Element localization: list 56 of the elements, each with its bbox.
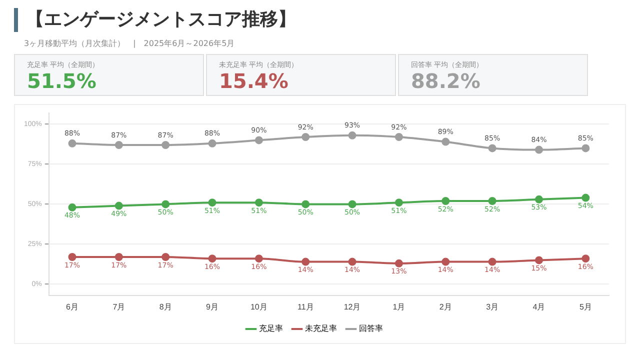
point: [114, 253, 123, 261]
point: [208, 139, 216, 148]
point: [348, 258, 356, 266]
point: [114, 202, 123, 210]
legend-label: 回答率: [359, 324, 383, 334]
point: [534, 256, 543, 264]
text: 3ヶ月移動平均（月次集計） | 2025年6月～2026年5月: [24, 38, 235, 49]
point: [348, 200, 356, 208]
text: 51.5%: [27, 69, 96, 93]
point: [114, 141, 123, 149]
point: [534, 146, 543, 154]
text: 15.4%: [219, 69, 288, 93]
point: [488, 258, 496, 266]
text: 【エンゲージメントスコア推移】: [14, 8, 296, 32]
x-tick-label: 11月: [297, 302, 314, 312]
point: [582, 254, 590, 263]
point: [394, 133, 403, 141]
point: [254, 198, 263, 207]
point: [302, 258, 310, 266]
x-tick-label: 12月: [344, 302, 361, 312]
point: [162, 200, 170, 208]
legend-label: 充足率: [259, 324, 283, 334]
point: [488, 197, 496, 205]
legend-label: 未充足率: [305, 324, 337, 334]
x-tick-label: 1月: [392, 302, 406, 312]
point: [302, 133, 310, 141]
point: [208, 254, 216, 263]
text: 88.2%: [411, 69, 480, 93]
x-tick-label: 7月: [112, 302, 126, 312]
x-tick-label: 4月: [532, 302, 546, 312]
x-tick-label: 5月: [579, 302, 592, 312]
point: [394, 259, 403, 268]
x-tick-label: 6月: [66, 302, 78, 312]
point: [394, 198, 403, 207]
point: [348, 131, 356, 140]
x-tick-label: 8月: [159, 302, 172, 312]
point: [68, 139, 76, 148]
point: [162, 253, 170, 261]
point: [254, 254, 263, 263]
point: [68, 253, 76, 261]
point: [582, 194, 590, 202]
point: [582, 144, 590, 152]
x-tick-label: 3月: [486, 302, 499, 312]
point: [68, 203, 76, 212]
point: [162, 141, 170, 149]
point: [302, 200, 310, 208]
x-tick-label: 2月: [439, 302, 452, 312]
point: [442, 258, 450, 266]
point: [254, 136, 263, 144]
point: [442, 138, 450, 146]
point: [488, 144, 496, 152]
point: [534, 195, 543, 204]
x-tick-label: 10月: [250, 302, 268, 312]
point: [442, 197, 450, 205]
x-tick-label: 9月: [206, 302, 218, 312]
point: [208, 198, 216, 207]
